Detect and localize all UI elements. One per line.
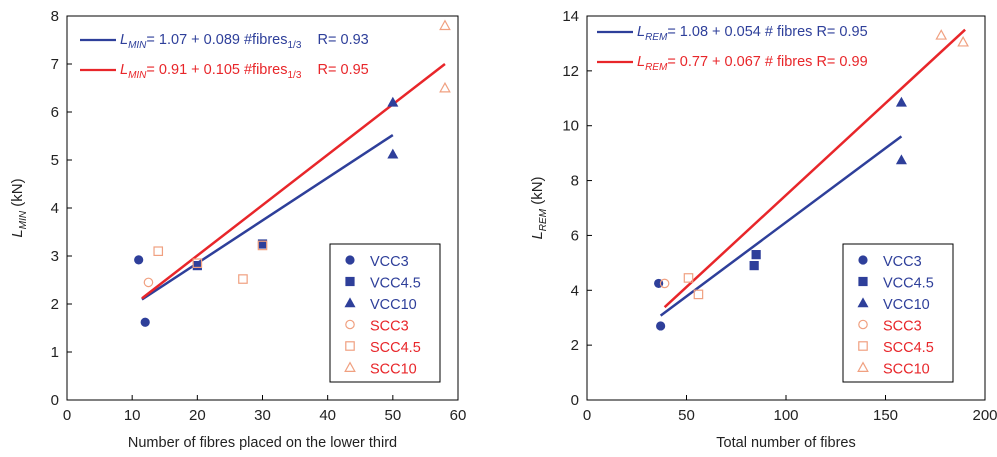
y-tick-label: 8 xyxy=(51,8,59,25)
y-tick-label: 6 xyxy=(571,227,579,244)
legend-label-vcc4.5: VCC4.5 xyxy=(370,276,421,292)
x-tick-label: 10 xyxy=(124,407,141,424)
equation-label: LMIN= 1.07 + 0.089 #fibres1/3 R= 0.93 xyxy=(120,32,369,51)
fit-line-blue xyxy=(659,135,903,317)
x-tick-label: 20 xyxy=(189,407,206,424)
equation-label: LMIN= 0.91 + 0.105 #fibres1/3 R= 0.95 xyxy=(120,62,369,81)
legend-marker-scc10 xyxy=(857,361,869,372)
data-point-vcc10 xyxy=(895,154,907,165)
legend-label-vcc4.5: VCC4.5 xyxy=(883,276,934,292)
y-tick-label: 10 xyxy=(562,118,579,135)
y-axis-label: LMIN (kN) xyxy=(9,178,29,237)
data-point-vcc4.5 xyxy=(192,260,202,271)
data-point-vcc3 xyxy=(140,317,150,327)
y-tick-label: 6 xyxy=(51,104,59,121)
legend-marker-vcc3 xyxy=(858,255,868,265)
data-point-scc4.5 xyxy=(153,246,164,256)
legend-marker-vcc4.5 xyxy=(858,276,868,287)
data-point-scc4.5 xyxy=(238,274,248,284)
chart-panel-2: 0 50 100 150 200 0 2 4 6 8 10 12 14 Total number of f… xyxy=(529,8,997,451)
y-tick-label: 4 xyxy=(571,282,579,299)
x-tick-label: 100 xyxy=(773,407,798,424)
data-point-vcc10 xyxy=(895,96,907,107)
data-point-scc10 xyxy=(439,81,451,93)
y-tick-label: 12 xyxy=(562,63,579,80)
data-point-vcc4.5 xyxy=(751,250,761,260)
legend-label-vcc10: VCC10 xyxy=(370,297,417,313)
y-tick-label: 7 xyxy=(51,56,59,73)
legend-label-scc3: SCC3 xyxy=(883,319,922,335)
x-axis-label: Number of fibres placed on the lower thi… xyxy=(128,435,397,451)
y-tick-label: 1 xyxy=(51,344,59,361)
y-tick-label: 5 xyxy=(51,152,59,169)
equation-label: LREM= 1.08 + 0.054 # fibres R= 0.95 xyxy=(637,24,868,43)
x-tick-label: 200 xyxy=(972,407,997,424)
y-tick-label: 3 xyxy=(51,248,59,265)
data-point-scc4.5 xyxy=(192,258,203,268)
data-point-vcc4.5 xyxy=(749,260,759,271)
fit-line-red xyxy=(663,28,966,309)
legend-label-scc4.5: SCC4.5 xyxy=(883,340,934,356)
y-tick-label: 2 xyxy=(51,296,59,313)
data-point-scc4.5 xyxy=(257,240,268,251)
y-axis-label: LREM (kN) xyxy=(529,176,549,239)
legend-box xyxy=(842,243,954,383)
legend-marker-scc4.5 xyxy=(345,341,355,351)
y-tick-label: 0 xyxy=(51,392,59,409)
legend-marker-scc3 xyxy=(345,319,355,330)
data-point-scc10 xyxy=(439,19,451,31)
data-point-vcc3 xyxy=(134,255,144,265)
data-point-scc10 xyxy=(957,35,969,47)
x-tick-label: 150 xyxy=(873,407,898,424)
data-point-scc3 xyxy=(143,277,154,288)
legend-marker-scc10 xyxy=(344,361,356,372)
data-point-scc3 xyxy=(659,278,670,289)
x-tick-label: 0 xyxy=(63,407,71,424)
legend-marker-scc3 xyxy=(858,319,868,330)
y-tick-label: 8 xyxy=(571,173,579,190)
legend-label-scc3: SCC3 xyxy=(370,319,409,335)
chart-panel-1: 0 10 20 30 40 50 60 0 1 2 3 4 5 6 7 8 Number of fibres p… xyxy=(9,8,466,451)
legend: VCC3 VCC4.5 VCC10 SCC3 SCC4.5 SCC10 xyxy=(842,243,954,383)
x-tick-label: 40 xyxy=(319,407,336,424)
legend-label-scc4.5: SCC4.5 xyxy=(370,340,421,356)
x-tick-label: 30 xyxy=(254,407,271,424)
y-tick-label: 2 xyxy=(571,337,579,354)
data-point-vcc3 xyxy=(656,321,666,331)
legend-label-vcc10: VCC10 xyxy=(883,297,930,313)
legend-label-scc10: SCC10 xyxy=(370,362,417,378)
data-point-vcc10 xyxy=(387,148,399,159)
legend-marker-vcc4.5 xyxy=(345,276,355,287)
x-tick-label: 0 xyxy=(583,407,591,424)
data-point-scc10 xyxy=(935,29,948,40)
legend-marker-vcc3 xyxy=(345,255,355,265)
data-point-scc4.5 xyxy=(693,289,704,300)
legend-box xyxy=(329,243,441,383)
y-tick-label: 14 xyxy=(562,8,579,25)
legend-marker-vcc10 xyxy=(857,297,869,308)
x-tick-label: 50 xyxy=(678,407,695,424)
legend-marker-vcc10 xyxy=(344,297,356,308)
legend-label-vcc3: VCC3 xyxy=(370,254,409,270)
x-tick-label: 60 xyxy=(450,407,467,424)
legend-label-scc10: SCC10 xyxy=(883,362,930,378)
x-axis-label: Total number of fibres xyxy=(716,435,855,451)
data-point-scc4.5 xyxy=(683,273,694,283)
legend-marker-scc4.5 xyxy=(858,341,868,351)
y-tick-label: 4 xyxy=(51,200,59,217)
equation-label: LREM= 0.77 + 0.067 # fibres R= 0.99 xyxy=(637,54,868,73)
legend: VCC3 VCC4.5 VCC10 SCC3 SCC4.5 SCC10 xyxy=(329,243,441,383)
legend-label-vcc3: VCC3 xyxy=(883,254,922,270)
x-tick-label: 50 xyxy=(384,407,401,424)
y-tick-label: 0 xyxy=(571,392,579,409)
fit-line-blue xyxy=(141,133,394,301)
data-point-vcc10 xyxy=(387,96,399,107)
